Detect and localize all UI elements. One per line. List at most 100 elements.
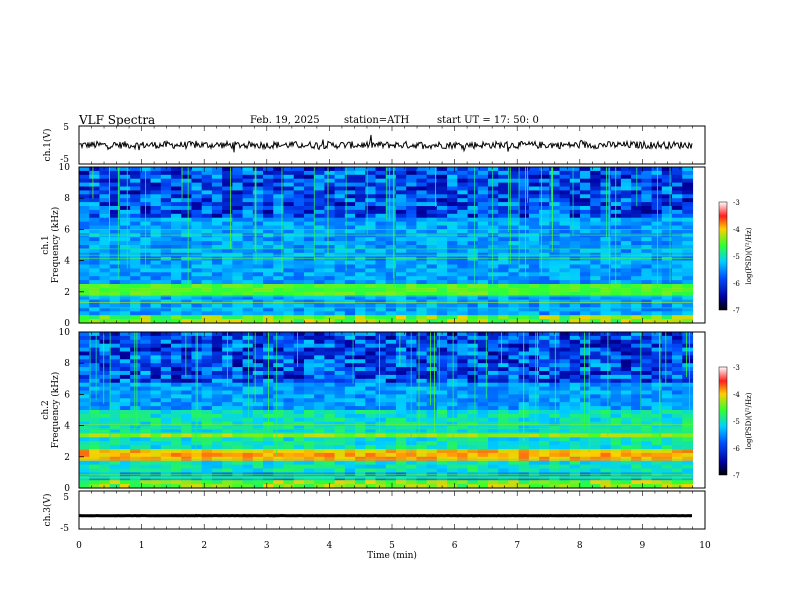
spectrogram-cell bbox=[375, 241, 387, 246]
spectrogram-cell bbox=[119, 347, 131, 353]
spectrogram-cell bbox=[600, 335, 612, 341]
spectrogram-cell bbox=[242, 190, 254, 195]
spectrogram-cell bbox=[631, 355, 642, 360]
spectrogram-cell bbox=[457, 264, 469, 269]
spectrogram-cell bbox=[487, 170, 499, 176]
spectrogram-cell bbox=[191, 202, 203, 207]
spectrogram-cell bbox=[487, 332, 499, 337]
spectrogram-cell bbox=[222, 276, 233, 281]
spectrogram-cell bbox=[498, 237, 510, 242]
spectrogram-cell bbox=[375, 276, 387, 281]
spectrogram-cell bbox=[303, 464, 315, 470]
spectrogram-cell bbox=[395, 229, 407, 234]
spectrogram-cell bbox=[436, 437, 448, 442]
spectrogram-cell bbox=[201, 167, 213, 172]
spectrogram-cell bbox=[498, 433, 510, 438]
spectrogram-cell bbox=[355, 229, 366, 234]
spectrogram-cell bbox=[600, 484, 612, 489]
spectrogram-cell bbox=[487, 351, 499, 356]
spectrogram-cell bbox=[324, 452, 336, 458]
spectrogram-cell bbox=[150, 225, 162, 230]
spectrogram-cell bbox=[252, 335, 264, 341]
spectrogram-cell bbox=[641, 398, 653, 403]
spectrogram-cell bbox=[283, 382, 295, 388]
spectrogram-cell bbox=[406, 319, 418, 324]
spectrogram-cell bbox=[242, 229, 254, 234]
spectrogram-cell bbox=[365, 241, 377, 246]
spectrogram-cell bbox=[426, 307, 438, 312]
spectrogram-cell bbox=[324, 390, 336, 395]
spectrogram-cell bbox=[385, 464, 397, 470]
spectrogram-cell bbox=[232, 221, 244, 227]
spectrogram-cell bbox=[273, 351, 285, 356]
spectrogram-cell bbox=[406, 291, 418, 297]
spectrogram-cell bbox=[344, 406, 356, 411]
spectrogram-cell bbox=[171, 315, 182, 320]
ch1-ylabel: ch.1(V) bbox=[42, 129, 53, 162]
spectrogram-cell bbox=[283, 449, 295, 454]
spectrogram-cell bbox=[508, 398, 520, 403]
spectrogram-cell bbox=[487, 363, 499, 368]
spectrogram-cell bbox=[283, 291, 295, 297]
spectrogram-cell bbox=[569, 284, 581, 289]
spectrogram-cell bbox=[436, 299, 448, 305]
spectrogram-cell bbox=[99, 464, 111, 470]
spectrogram-cell bbox=[273, 433, 285, 438]
spectrogram-cell bbox=[416, 398, 428, 403]
spectrogram-cell bbox=[191, 194, 203, 199]
spectrogram-cell bbox=[620, 394, 632, 399]
spectrogram-cell bbox=[447, 347, 458, 353]
spectrogram-cell bbox=[385, 186, 397, 191]
spectrogram-cell bbox=[222, 221, 233, 227]
spectrogram-cell bbox=[324, 367, 336, 372]
spectrogram-cell bbox=[140, 406, 152, 411]
spectrogram-cell bbox=[79, 307, 90, 312]
spectrogram-cell bbox=[559, 264, 571, 269]
spectrogram-cell bbox=[508, 347, 520, 353]
spectrogram-cell bbox=[416, 256, 428, 262]
spectrogram-cell bbox=[201, 284, 213, 289]
spectrogram-cell bbox=[539, 260, 550, 266]
spectrogram-cell bbox=[539, 433, 550, 438]
spectrogram-cell bbox=[528, 332, 540, 337]
spectrogram-cell bbox=[334, 229, 346, 234]
spectrogram-cell bbox=[661, 363, 673, 368]
spectrogram-cell bbox=[641, 182, 653, 188]
spectrogram-cell bbox=[89, 417, 101, 423]
spectrogram-cell bbox=[171, 464, 182, 470]
spectrogram-cell bbox=[457, 371, 469, 376]
spectrogram-cell bbox=[119, 245, 131, 250]
spectrogram-cell bbox=[661, 406, 673, 411]
spectrogram-cell bbox=[89, 264, 101, 269]
spectrogram-cell bbox=[447, 186, 458, 191]
spectrogram-cell bbox=[620, 468, 632, 473]
spectrogram-cell bbox=[651, 174, 663, 180]
spectrogram-cell bbox=[171, 186, 182, 191]
spectrogram-cell bbox=[344, 480, 356, 485]
spectrogram-cell bbox=[528, 417, 540, 423]
spectrogram-cell bbox=[641, 406, 653, 411]
spectrogram-cell bbox=[334, 221, 346, 227]
spectrogram-cell bbox=[283, 413, 295, 419]
spectrogram-cell bbox=[549, 460, 561, 466]
spectrogram-cell bbox=[130, 315, 141, 320]
spectrogram-cell bbox=[273, 182, 285, 188]
spectrogram-cell bbox=[559, 398, 571, 403]
spectrogram-cell bbox=[242, 347, 254, 353]
spectrogram-cell bbox=[119, 417, 131, 423]
spectrogram-cell bbox=[222, 394, 233, 399]
spectrogram-cell bbox=[334, 295, 346, 301]
spectrogram-cell bbox=[365, 303, 377, 308]
spectrogram-cell bbox=[242, 178, 254, 184]
spectrogram-cell bbox=[518, 311, 530, 316]
spectrogram-cell bbox=[395, 307, 407, 312]
spectrogram-cell bbox=[375, 464, 387, 470]
spectrogram-cell bbox=[181, 449, 193, 454]
spectrogram-cell bbox=[283, 484, 295, 489]
spectrogram-cell bbox=[631, 359, 642, 364]
spectrogram-cell bbox=[467, 198, 479, 203]
spectrogram-cell bbox=[457, 221, 469, 227]
spectrogram-cell bbox=[222, 272, 233, 277]
ch1-waveform-panel: 5 -5 ch.1(V) bbox=[42, 123, 706, 165]
spectrogram-cell bbox=[457, 194, 469, 199]
